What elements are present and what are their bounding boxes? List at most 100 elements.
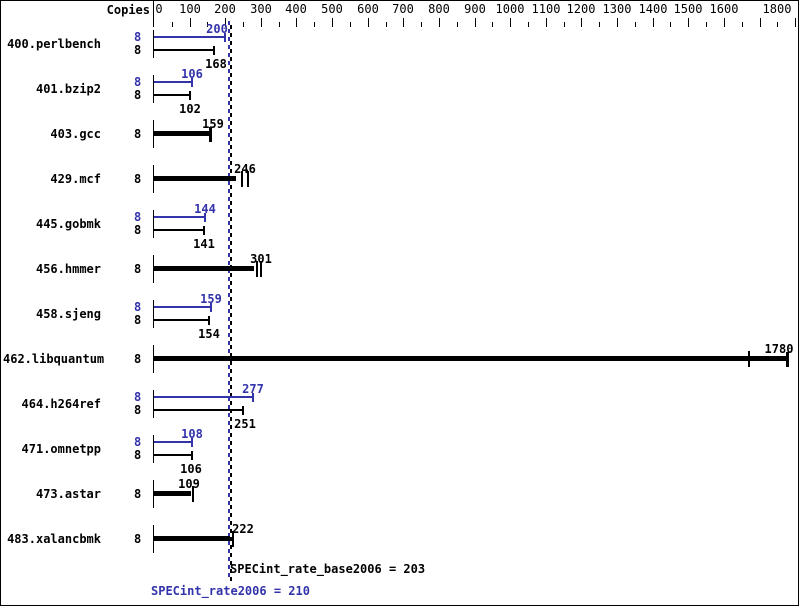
axis-tick: [457, 22, 458, 27]
copies-value-peak: 8: [134, 75, 142, 89]
base-bar-end-cap: [208, 316, 210, 325]
result-bar: [154, 536, 230, 541]
axis-tick: [546, 18, 547, 27]
bar-left-cap: [153, 300, 154, 328]
copies-value: 8: [134, 532, 142, 546]
copies-value-base: 8: [134, 43, 142, 57]
axis-tick: [688, 18, 689, 27]
axis-tick-label: 1200: [566, 2, 596, 16]
axis-tick-label: 400: [285, 2, 307, 16]
axis-zero-line: [153, 1, 154, 27]
result-bar: [154, 356, 788, 361]
axis-tick: [706, 22, 707, 27]
copies-value-peak: 8: [134, 435, 142, 449]
peak-value-label: 277: [242, 382, 264, 396]
bar-left-cap: [153, 75, 154, 103]
copies-value-base: 8: [134, 223, 142, 237]
base-bar-end-cap: [242, 406, 244, 415]
run-tick: [260, 261, 262, 277]
copies-value: 8: [134, 172, 142, 186]
bar-left-cap: [153, 345, 154, 373]
result-value-label: 109: [178, 477, 200, 491]
peak-value-label: 200: [206, 22, 228, 36]
peak-bar: [154, 81, 192, 83]
benchmark-label: 445.gobmk: [35, 217, 101, 231]
axis-tick: [421, 22, 422, 27]
axis-tick-label: 1300: [602, 2, 632, 16]
peak-bar-end-cap: [191, 438, 193, 447]
base-value-label: 251: [234, 417, 256, 431]
axis-tick: [742, 22, 743, 27]
axis-tick: [670, 22, 671, 27]
bar-left-cap: [153, 210, 154, 238]
bar-left-cap: [153, 480, 154, 508]
axis-tick: [564, 22, 565, 27]
base-bar: [154, 49, 214, 51]
axis-tick: [261, 18, 262, 27]
run-tick: [192, 486, 194, 502]
copies-header: Copies: [106, 3, 150, 17]
axis-tick: [492, 22, 493, 27]
result-bar-end-cap: [209, 127, 212, 142]
axis-tick: [599, 22, 600, 27]
summary-peak-text: SPECint_rate2006 = 210: [151, 584, 310, 598]
axis-tick: [439, 18, 440, 27]
peak-bar: [154, 306, 211, 308]
copies-value-base: 8: [134, 88, 142, 102]
copies-value-base: 8: [134, 448, 142, 462]
axis-tick: [528, 22, 529, 27]
result-value-label: 222: [232, 522, 254, 536]
result-bar: [154, 266, 254, 271]
result-value-label: 1780: [764, 342, 794, 356]
axis-tick: [760, 18, 761, 27]
base-value-label: 141: [193, 237, 215, 251]
result-bar: [154, 491, 191, 496]
axis-tick-label: 100: [179, 2, 201, 16]
axis-tick-label: 1500: [673, 2, 703, 16]
bar-left-cap: [153, 165, 154, 193]
axis-tick: [350, 22, 351, 27]
peak-bar: [154, 441, 192, 443]
run-tick: [256, 261, 258, 277]
benchmark-label: 456.hmmer: [35, 262, 101, 276]
run-tick: [247, 171, 249, 187]
axis-tick-label: 700: [392, 2, 414, 16]
copies-value: 8: [134, 487, 142, 501]
copies-value-peak: 8: [134, 30, 142, 44]
bar-left-cap: [153, 120, 154, 148]
base-bar: [154, 229, 204, 231]
base-bar-end-cap: [203, 226, 205, 235]
axis-tick: [296, 18, 297, 27]
axis-tick: [403, 18, 404, 27]
axis-tick-label: 1600: [709, 2, 739, 16]
axis-tick: [777, 22, 778, 27]
result-value-label: 159: [202, 117, 224, 131]
bar-left-cap: [153, 390, 154, 418]
axis-tick: [243, 22, 244, 27]
result-value-label: 246: [234, 162, 256, 176]
peak-bar: [154, 396, 253, 398]
axis-tick-label: 1400: [638, 2, 668, 16]
axis-tick: [279, 22, 280, 27]
bar-left-cap: [153, 525, 154, 553]
axis-tick-label: 0: [155, 2, 163, 16]
result-bar: [154, 176, 236, 181]
benchmark-label: 471.omnetpp: [21, 442, 101, 456]
axis-tick: [332, 18, 333, 27]
copies-value-base: 8: [134, 403, 142, 417]
axis-tick-label: 200: [214, 2, 236, 16]
axis-tick: [617, 18, 618, 27]
axis-tick: [724, 18, 725, 27]
peak-bar: [154, 216, 205, 218]
peak-value-label: 144: [194, 202, 216, 216]
axis-tick-label: 600: [357, 2, 379, 16]
axis-tick-label: 500: [321, 2, 343, 16]
axis-tick-label: 300: [250, 2, 272, 16]
axis-tick: [386, 22, 387, 27]
base-bar: [154, 319, 209, 321]
peak-bar-end-cap: [204, 213, 206, 222]
peak-bar-end-cap: [224, 33, 226, 42]
benchmark-label: 483.xalancbmk: [7, 532, 101, 546]
peak-bar-end-cap: [210, 303, 212, 312]
